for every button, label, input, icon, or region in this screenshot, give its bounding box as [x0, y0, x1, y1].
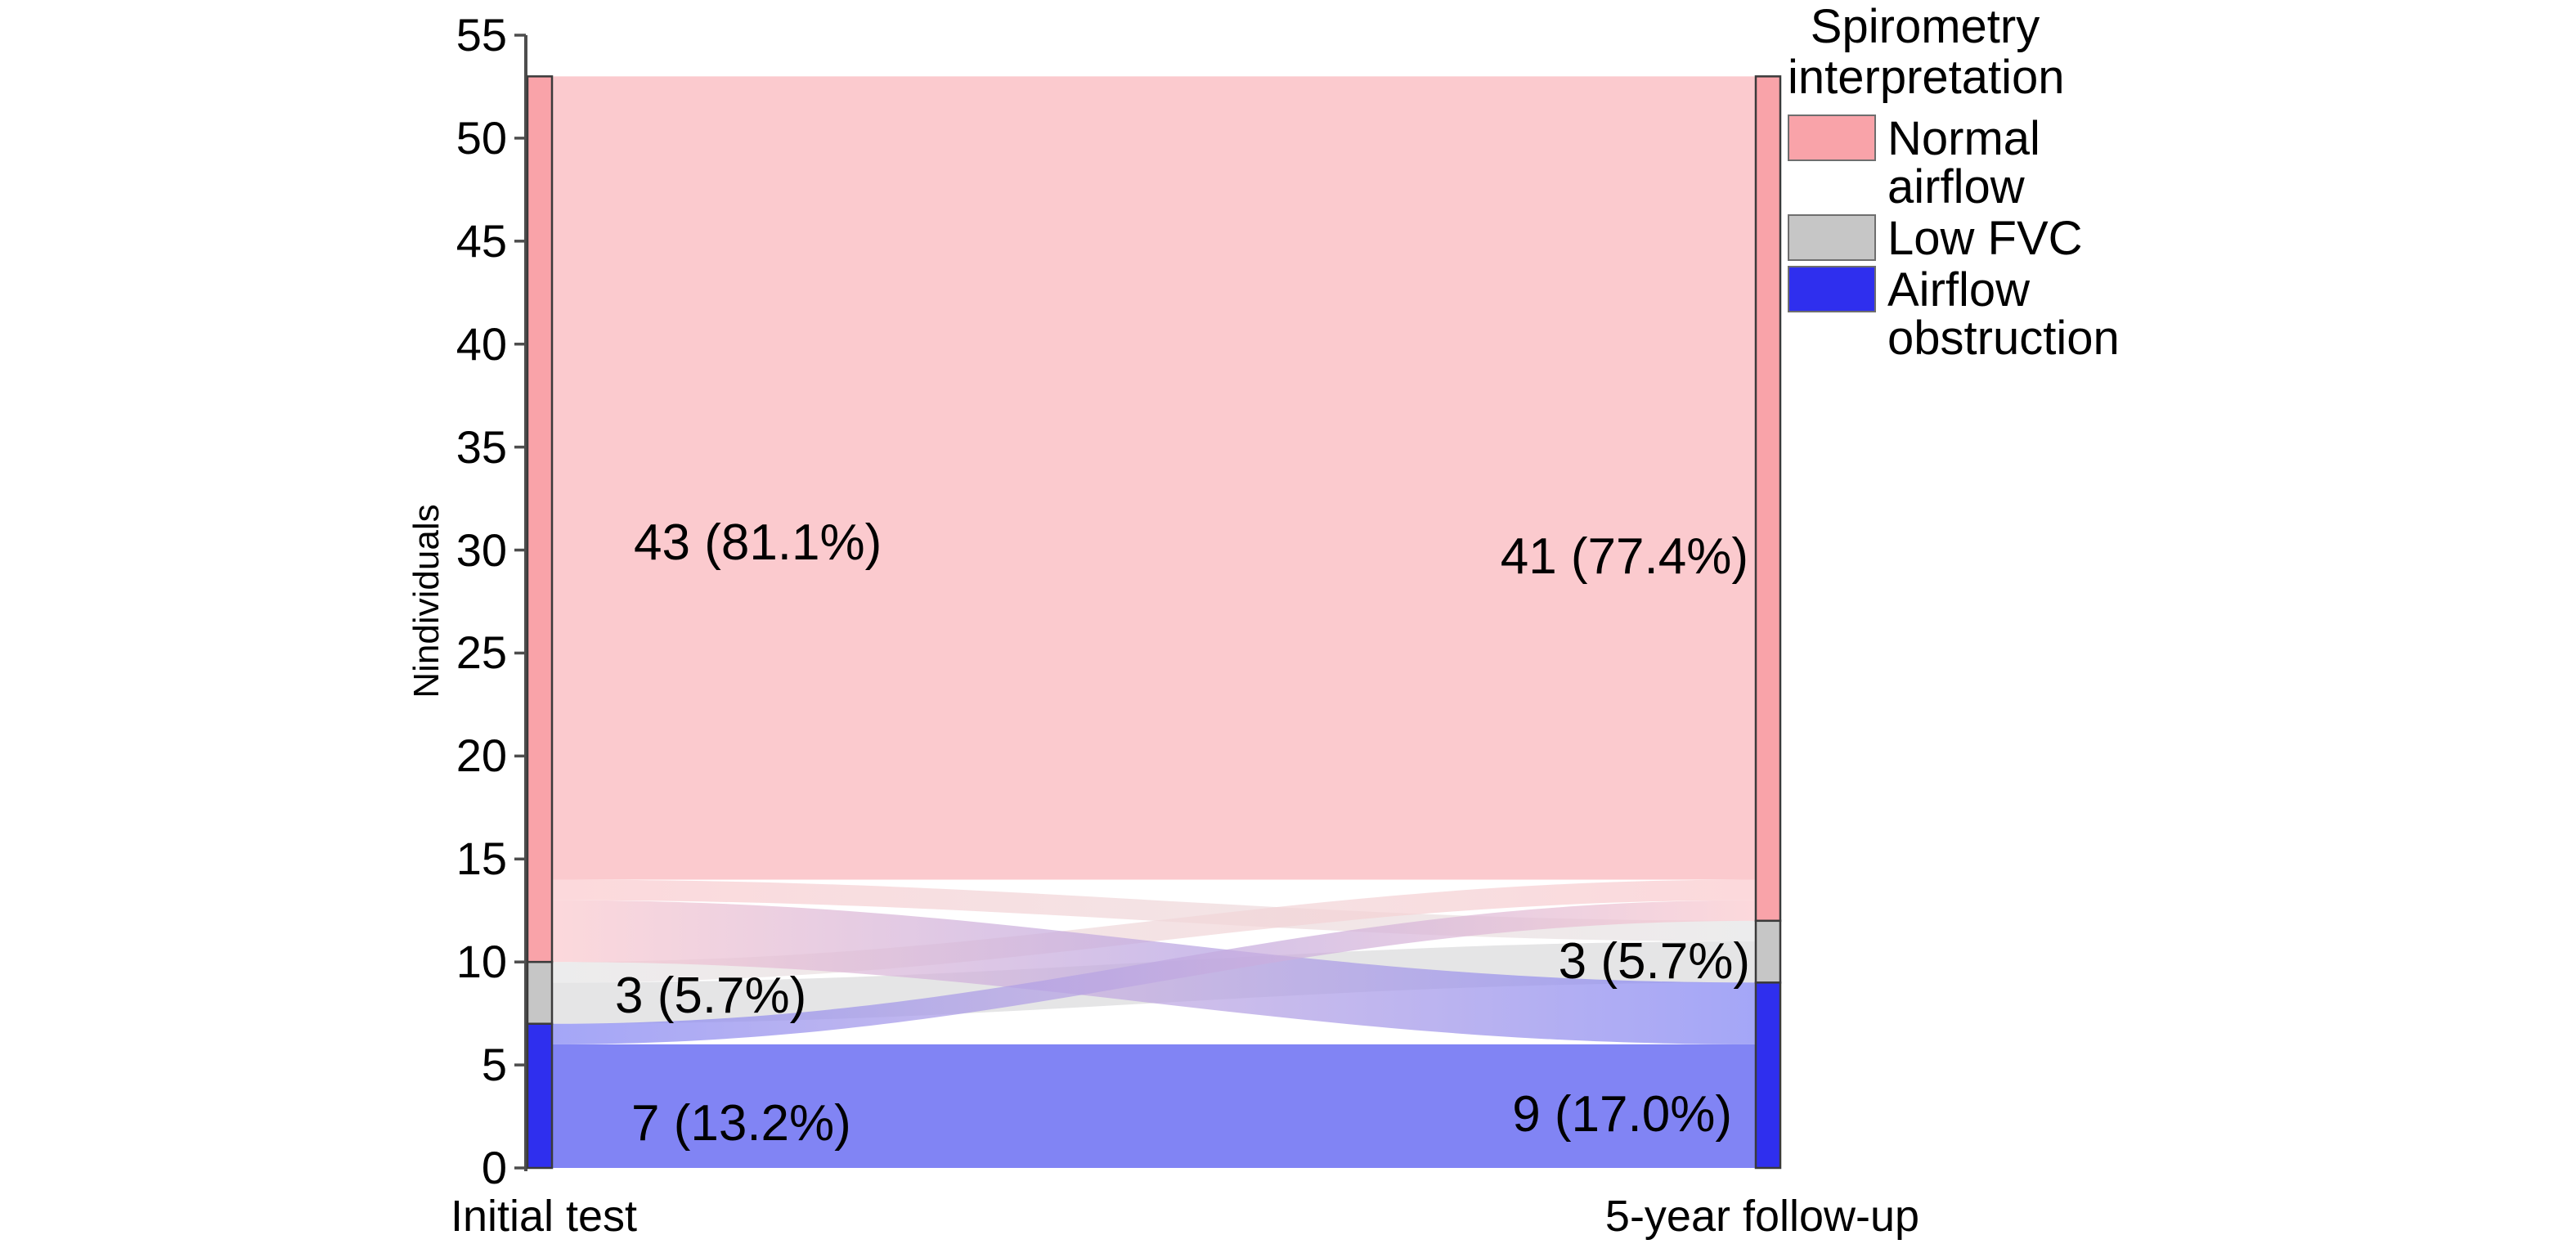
legend-entry-label: Normal airflow: [1887, 112, 2040, 213]
flow-normal-to-normal: [552, 76, 1756, 880]
node-followup-obstruction: [1754, 981, 1782, 1170]
count-label-initial-low_fvc: 3 (5.7%): [615, 968, 807, 1024]
x-axis-label-initial-test: Initial test: [450, 1192, 638, 1241]
y-axis-tick-label: 5: [481, 1039, 507, 1091]
y-axis-tick-label: 45: [456, 214, 507, 267]
legend-row-normal-airflow: Normal airflow: [1788, 115, 2180, 211]
legend-row-airflow-obstruction: Airflow obstruction: [1788, 266, 2180, 362]
y-axis-tick-label: 25: [456, 626, 507, 679]
flow-obstruction-to-obstruction: [552, 1044, 1756, 1168]
node-followup-normal: [1754, 75, 1782, 923]
y-axis-tick-label: 10: [456, 936, 507, 988]
y-axis-tick-label: 35: [456, 420, 507, 473]
y-axis-tick-label: 15: [456, 833, 507, 885]
node-initial-low_fvc: [526, 960, 554, 1025]
airflow-obstruction-swatch: [1788, 266, 1876, 312]
legend-title-line-2: interpretation: [1788, 51, 2065, 104]
count-label-followup-obstruction: 9 (17.0%): [1512, 1086, 1732, 1143]
normal-airflow-swatch: [1788, 115, 1876, 161]
count-label-initial-normal: 43 (81.1%): [634, 514, 882, 571]
low-fvc-swatch: [1788, 214, 1876, 261]
y-axis-tick-label: 40: [456, 317, 507, 370]
legend: Spirometry interpretation Normal airflow…: [1788, 2, 2180, 366]
flow-obstruction-to-normal: [552, 900, 1756, 1044]
node-initial-obstruction: [526, 1022, 554, 1170]
legend-title: Spirometry interpretation: [1788, 0, 2065, 104]
count-label-followup-normal: 41 (77.4%): [1500, 528, 1748, 585]
y-axis-tick-label: 30: [456, 523, 507, 576]
legend-row-low-fvc: Low FVC: [1788, 214, 2180, 263]
node-initial-normal: [526, 75, 554, 963]
count-label-followup-low_fvc: 3 (5.7%): [1558, 933, 1750, 990]
legend-rows: Normal airflow Low FVC Airflow obstructi…: [1788, 115, 2180, 362]
legend-title-line-1: Spirometry: [1810, 0, 2040, 53]
y-axis-tick-label: 20: [456, 730, 507, 782]
y-axis-tick-label: 50: [456, 111, 507, 164]
y-axis-tick-label: 0: [481, 1142, 507, 1193]
legend-entry-label: Low FVC: [1887, 212, 2083, 265]
x-axis-label-5-year-follow-up: 5-year follow-up: [1604, 1192, 1920, 1241]
node-followup-low_fvc: [1754, 919, 1782, 984]
y-axis-tick-label: 55: [456, 9, 507, 61]
legend-entry-label: Airflow obstruction: [1887, 263, 2120, 365]
count-label-initial-obstruction: 7 (13.2%): [631, 1095, 851, 1152]
